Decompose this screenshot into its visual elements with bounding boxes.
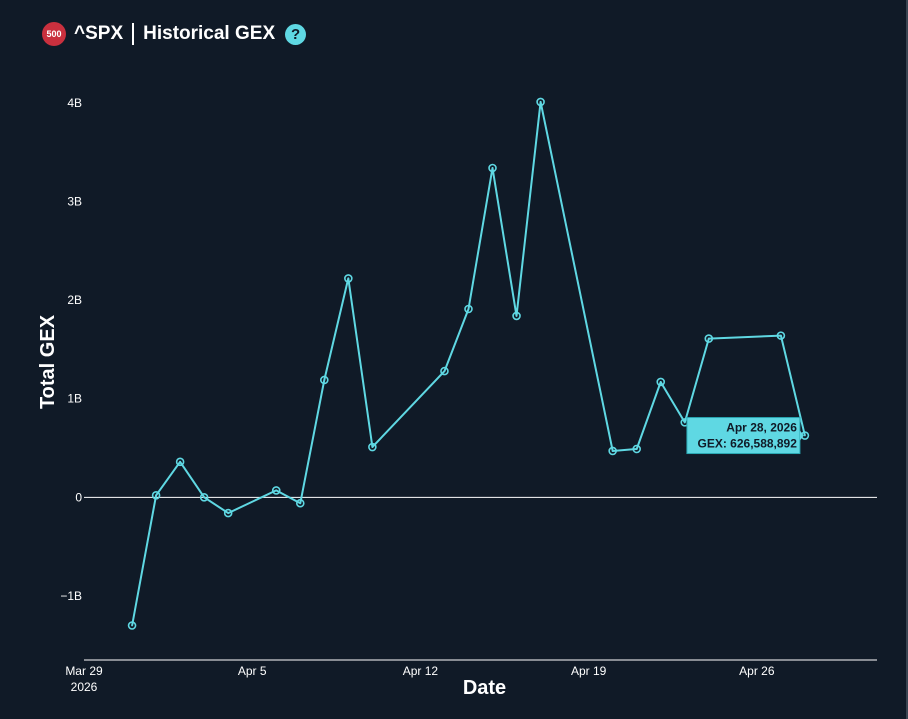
x-tick-label: Apr 19 bbox=[571, 664, 607, 678]
data-point-center bbox=[467, 308, 470, 310]
panel-right-border bbox=[906, 0, 908, 719]
data-point-center bbox=[491, 167, 494, 169]
data-point-center bbox=[155, 494, 157, 497]
data-point[interactable] bbox=[464, 304, 473, 314]
ticker-symbol: ^SPX bbox=[74, 23, 124, 44]
data-point[interactable] bbox=[512, 311, 521, 321]
data-point-center bbox=[299, 502, 302, 505]
data-point[interactable] bbox=[632, 444, 641, 454]
data-point-center bbox=[227, 512, 230, 514]
help-glyph: ? bbox=[291, 25, 301, 43]
x-tick-label: Apr 12 bbox=[403, 664, 439, 678]
x-axis-title: Date bbox=[463, 677, 506, 699]
y-tick-label: 2B bbox=[67, 293, 82, 307]
data-point[interactable] bbox=[199, 493, 209, 502]
y-tick-label: −1B bbox=[60, 589, 82, 603]
data-point-center bbox=[131, 624, 133, 627]
index-badge-text: 500 bbox=[46, 29, 62, 39]
y-axis-title: Total GEX bbox=[37, 314, 59, 409]
data-point-center bbox=[275, 489, 278, 492]
data-point[interactable] bbox=[127, 621, 137, 630]
data-point[interactable] bbox=[223, 508, 233, 518]
data-point[interactable] bbox=[440, 366, 449, 376]
data-point-center bbox=[707, 337, 710, 340]
x-tick-label: Apr 26 bbox=[739, 664, 775, 678]
header-divider bbox=[132, 23, 135, 45]
data-point-center bbox=[611, 450, 614, 452]
y-tick-label: 4B bbox=[67, 96, 82, 110]
data-point[interactable] bbox=[704, 334, 714, 343]
data-point-center bbox=[515, 314, 518, 317]
chart-header: 500 ^SPX Historical GEX ? bbox=[42, 20, 307, 48]
data-point-center bbox=[635, 448, 638, 450]
tooltip-value: GEX: 626,588,892 bbox=[698, 437, 798, 451]
hover-tooltip: Apr 28, 2026 GEX: 626,588,892 bbox=[686, 417, 804, 455]
x-tick-label: Apr 5 bbox=[238, 664, 267, 678]
data-point[interactable] bbox=[776, 331, 786, 340]
data-point-center bbox=[443, 370, 446, 373]
x-tick-label: Mar 29 bbox=[65, 664, 103, 678]
data-point[interactable] bbox=[151, 491, 161, 500]
data-point[interactable] bbox=[656, 377, 666, 387]
index-badge-icon: 500 bbox=[42, 22, 66, 46]
data-point-center bbox=[347, 277, 350, 280]
help-icon[interactable]: ? bbox=[285, 23, 307, 45]
chart-axes: −1B 0 1B 2B 3B 4B Mar 29 2026 Apr 5 Apr 12 Apr 19 A… bbox=[37, 96, 877, 699]
x-tick-sublabel: 2026 bbox=[71, 680, 98, 694]
data-point[interactable] bbox=[271, 486, 281, 495]
data-point-center bbox=[683, 421, 686, 424]
data-point-center bbox=[179, 460, 182, 463]
data-point-center bbox=[804, 434, 806, 437]
tooltip-pointer bbox=[799, 430, 804, 441]
data-point-center bbox=[539, 101, 542, 103]
y-tick-label: 3B bbox=[67, 195, 82, 209]
data-point-center bbox=[203, 496, 206, 499]
series-line bbox=[131, 100, 806, 626]
data-point[interactable] bbox=[536, 97, 545, 107]
y-tick-label: 0 bbox=[75, 490, 82, 504]
plot-area[interactable] bbox=[127, 97, 810, 630]
data-point[interactable] bbox=[344, 274, 353, 283]
data-point[interactable] bbox=[368, 442, 377, 452]
data-point-center bbox=[779, 334, 782, 337]
data-point[interactable] bbox=[320, 375, 329, 385]
tooltip-date: Apr 28, 2026 bbox=[726, 421, 797, 435]
data-point[interactable] bbox=[488, 163, 497, 173]
data-point-center bbox=[371, 446, 374, 448]
data-point-center bbox=[323, 379, 326, 381]
data-point[interactable] bbox=[295, 498, 305, 508]
tooltip-box bbox=[686, 417, 801, 455]
y-tick-label: 1B bbox=[67, 392, 82, 406]
page-title: Historical GEX bbox=[143, 23, 276, 44]
data-point-center bbox=[659, 381, 662, 383]
data-point[interactable] bbox=[608, 446, 617, 456]
data-point[interactable] bbox=[175, 457, 185, 467]
